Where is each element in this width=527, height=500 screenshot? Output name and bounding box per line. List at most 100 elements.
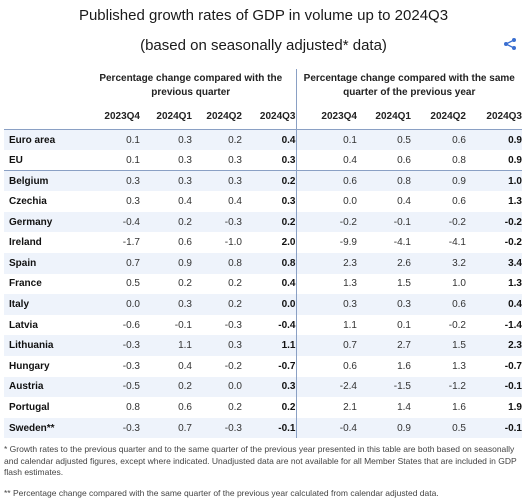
- value-cell: -0.3: [86, 335, 140, 357]
- value-cell: -0.2: [466, 232, 522, 254]
- value-cell: 0.8: [411, 150, 466, 172]
- value-cell: 0.2: [140, 211, 192, 233]
- footnote-1: * Growth rates to the previous quarter a…: [4, 444, 517, 477]
- value-cell: 0.3: [192, 170, 242, 192]
- value-cell: 3.2: [411, 253, 466, 274]
- value-cell: 0.2: [242, 211, 296, 233]
- value-cell: 1.3: [411, 356, 466, 377]
- table-row: Latvia -0.6 -0.1 -0.3 -0.4 1.1 0.1 -0.2 -1.4: [4, 314, 522, 336]
- value-cell: 0.3: [140, 129, 192, 151]
- value-cell: 0.9: [140, 253, 192, 274]
- value-cell: -1.7: [86, 232, 140, 254]
- value-cell: 0.4: [242, 273, 296, 295]
- value-cell: 0.2: [192, 397, 242, 418]
- column-header: 2023Q4: [295, 103, 357, 130]
- value-cell: 2.7: [357, 335, 411, 357]
- value-cell: 0.2: [192, 273, 242, 295]
- value-cell: 1.3: [466, 191, 522, 212]
- table-body: Euro area 0.1 0.3 0.2 0.4 0.1 0.5 0.6 0.9 EU 0.1 0.…: [4, 129, 522, 439]
- value-cell: -2.4: [295, 376, 357, 398]
- page-title: Published growth rates of GDP in volume …: [78, 7, 449, 24]
- value-cell: -0.1: [140, 314, 192, 336]
- value-cell: 0.5: [411, 417, 466, 439]
- value-cell: 2.6: [357, 253, 411, 274]
- value-cell: 0.1: [86, 150, 140, 172]
- table-row: Lithuania -0.3 1.1 0.3 1.1 0.7 2.7 1.5 2.3: [4, 335, 522, 357]
- value-cell: -0.6: [86, 314, 140, 336]
- table-row: Italy 0.0 0.3 0.2 0.0 0.3 0.3 0.6 0.4: [4, 294, 522, 315]
- value-cell: -0.1: [466, 417, 522, 439]
- column-header: 2024Q3: [466, 103, 522, 130]
- value-cell: 0.6: [295, 170, 357, 192]
- country-cell: Germany: [4, 211, 86, 233]
- share-icon[interactable]: [503, 37, 517, 51]
- value-cell: -0.7: [242, 356, 296, 377]
- value-cell: -0.5: [86, 376, 140, 398]
- table-row: Euro area 0.1 0.3 0.2 0.4 0.1 0.5 0.6 0.9: [4, 129, 522, 151]
- table-row: Spain 0.7 0.9 0.8 0.8 2.3 2.6 3.2 3.4: [4, 253, 522, 274]
- value-cell: 0.3: [192, 150, 242, 172]
- country-cell: Sweden**: [4, 417, 86, 439]
- country-cell: Ireland: [4, 232, 86, 254]
- value-cell: -1.0: [192, 232, 242, 254]
- value-cell: 1.6: [411, 397, 466, 418]
- value-cell: 0.1: [357, 314, 411, 336]
- table-row: Hungary -0.3 0.4 -0.2 -0.7 0.6 1.6 1.3 -0.7: [4, 356, 522, 377]
- value-cell: 1.3: [466, 273, 522, 295]
- value-cell: 1.6: [357, 356, 411, 377]
- value-cell: 0.3: [140, 150, 192, 172]
- value-cell: -0.2: [192, 356, 242, 377]
- country-cell: Austria: [4, 376, 86, 398]
- value-cell: 0.3: [242, 376, 296, 398]
- value-cell: 0.8: [192, 253, 242, 274]
- value-cell: -1.2: [411, 376, 466, 398]
- value-cell: -0.3: [192, 211, 242, 233]
- value-cell: 0.3: [357, 294, 411, 315]
- value-cell: 0.8: [242, 253, 296, 274]
- value-cell: -0.3: [192, 314, 242, 336]
- corner-cell: [4, 103, 86, 130]
- country-cell: Portugal: [4, 397, 86, 418]
- column-header: 2024Q2: [192, 103, 242, 130]
- value-cell: 0.0: [86, 294, 140, 315]
- value-cell: 1.0: [411, 273, 466, 295]
- value-cell: 0.6: [411, 191, 466, 212]
- footnotes: * Growth rates to the previous quarter a…: [4, 444, 520, 499]
- country-cell: Euro area: [4, 129, 86, 151]
- value-cell: 0.6: [411, 129, 466, 151]
- value-cell: 2.3: [295, 253, 357, 274]
- value-cell: 0.3: [86, 191, 140, 212]
- value-cell: 0.4: [242, 129, 296, 151]
- value-cell: 0.3: [140, 294, 192, 315]
- value-cell: -9.9: [295, 232, 357, 254]
- value-cell: 0.4: [466, 294, 522, 315]
- table-row: Czechia 0.3 0.4 0.4 0.3 0.0 0.4 0.6 1.3: [4, 191, 522, 212]
- table-row: Germany -0.4 0.2 -0.3 0.2 -0.2 -0.1 -0.2 -0.2: [4, 211, 522, 233]
- value-cell: 0.4: [140, 356, 192, 377]
- value-cell: 1.4: [357, 397, 411, 418]
- column-header: 2024Q3: [242, 103, 296, 130]
- value-cell: 0.2: [192, 294, 242, 315]
- value-cell: 0.8: [357, 170, 411, 192]
- value-cell: 1.3: [295, 273, 357, 295]
- value-cell: 0.2: [242, 397, 296, 418]
- value-cell: 0.7: [86, 253, 140, 274]
- value-cell: 0.3: [192, 335, 242, 357]
- page-subtitle: (based on seasonally adjusted* data): [140, 37, 387, 54]
- value-cell: 0.2: [192, 129, 242, 151]
- country-cell: Belgium: [4, 170, 86, 192]
- value-cell: -0.7: [466, 356, 522, 377]
- value-cell: 0.9: [357, 417, 411, 439]
- value-cell: -0.3: [86, 356, 140, 377]
- country-cell: Hungary: [4, 356, 86, 377]
- value-cell: 0.7: [295, 335, 357, 357]
- value-cell: 2.0: [242, 232, 296, 254]
- value-cell: 0.1: [295, 129, 357, 151]
- value-cell: 0.6: [140, 397, 192, 418]
- table-row: EU 0.1 0.3 0.3 0.3 0.4 0.6 0.8 0.9: [4, 150, 522, 172]
- footnote-2: ** Percentage change compared with the s…: [4, 487, 439, 498]
- value-cell: 0.6: [295, 356, 357, 377]
- value-cell: 1.1: [295, 314, 357, 336]
- country-cell: Lithuania: [4, 335, 86, 357]
- value-cell: 0.9: [466, 129, 522, 151]
